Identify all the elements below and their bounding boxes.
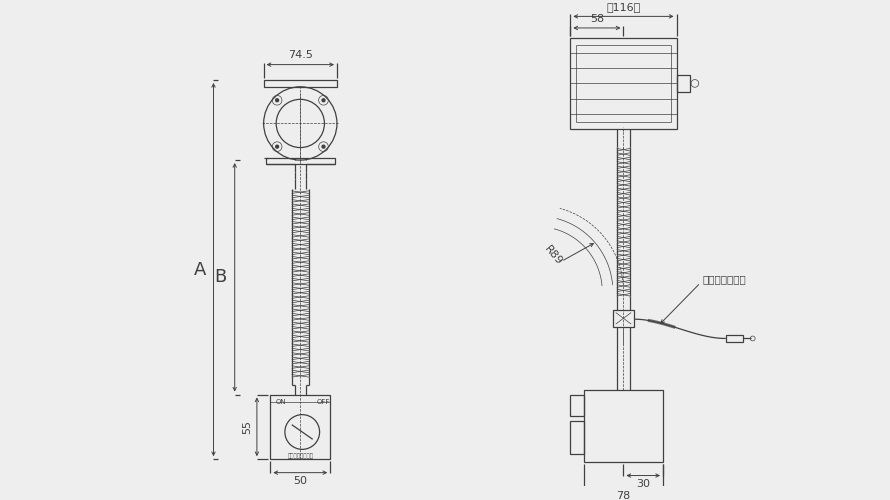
Bar <box>676 74 690 92</box>
Text: 50: 50 <box>294 476 307 486</box>
Text: ON: ON <box>275 400 286 406</box>
Text: 熱収縮チューブ: 熱収縮チューブ <box>702 274 747 284</box>
Text: 日置電機株式会社: 日置電機株式会社 <box>287 453 313 459</box>
Circle shape <box>276 99 279 102</box>
Bar <box>570 420 584 454</box>
Bar <box>570 38 676 129</box>
Text: 55: 55 <box>242 420 252 434</box>
Text: B: B <box>214 268 227 286</box>
Circle shape <box>322 145 325 148</box>
Text: 74.5: 74.5 <box>287 50 312 60</box>
Circle shape <box>276 145 279 148</box>
Text: OFF: OFF <box>317 400 330 406</box>
Bar <box>271 394 330 459</box>
Bar <box>584 390 663 462</box>
Text: （116）: （116） <box>606 2 641 12</box>
Text: A: A <box>193 260 206 278</box>
Circle shape <box>322 99 325 102</box>
Text: 30: 30 <box>636 480 651 490</box>
Bar <box>613 310 634 327</box>
Text: 58: 58 <box>590 14 604 24</box>
Bar <box>263 80 337 87</box>
Bar <box>570 394 584 415</box>
Bar <box>725 335 743 342</box>
Bar <box>265 158 335 164</box>
Text: R89: R89 <box>543 244 564 268</box>
Text: 78: 78 <box>617 491 631 500</box>
